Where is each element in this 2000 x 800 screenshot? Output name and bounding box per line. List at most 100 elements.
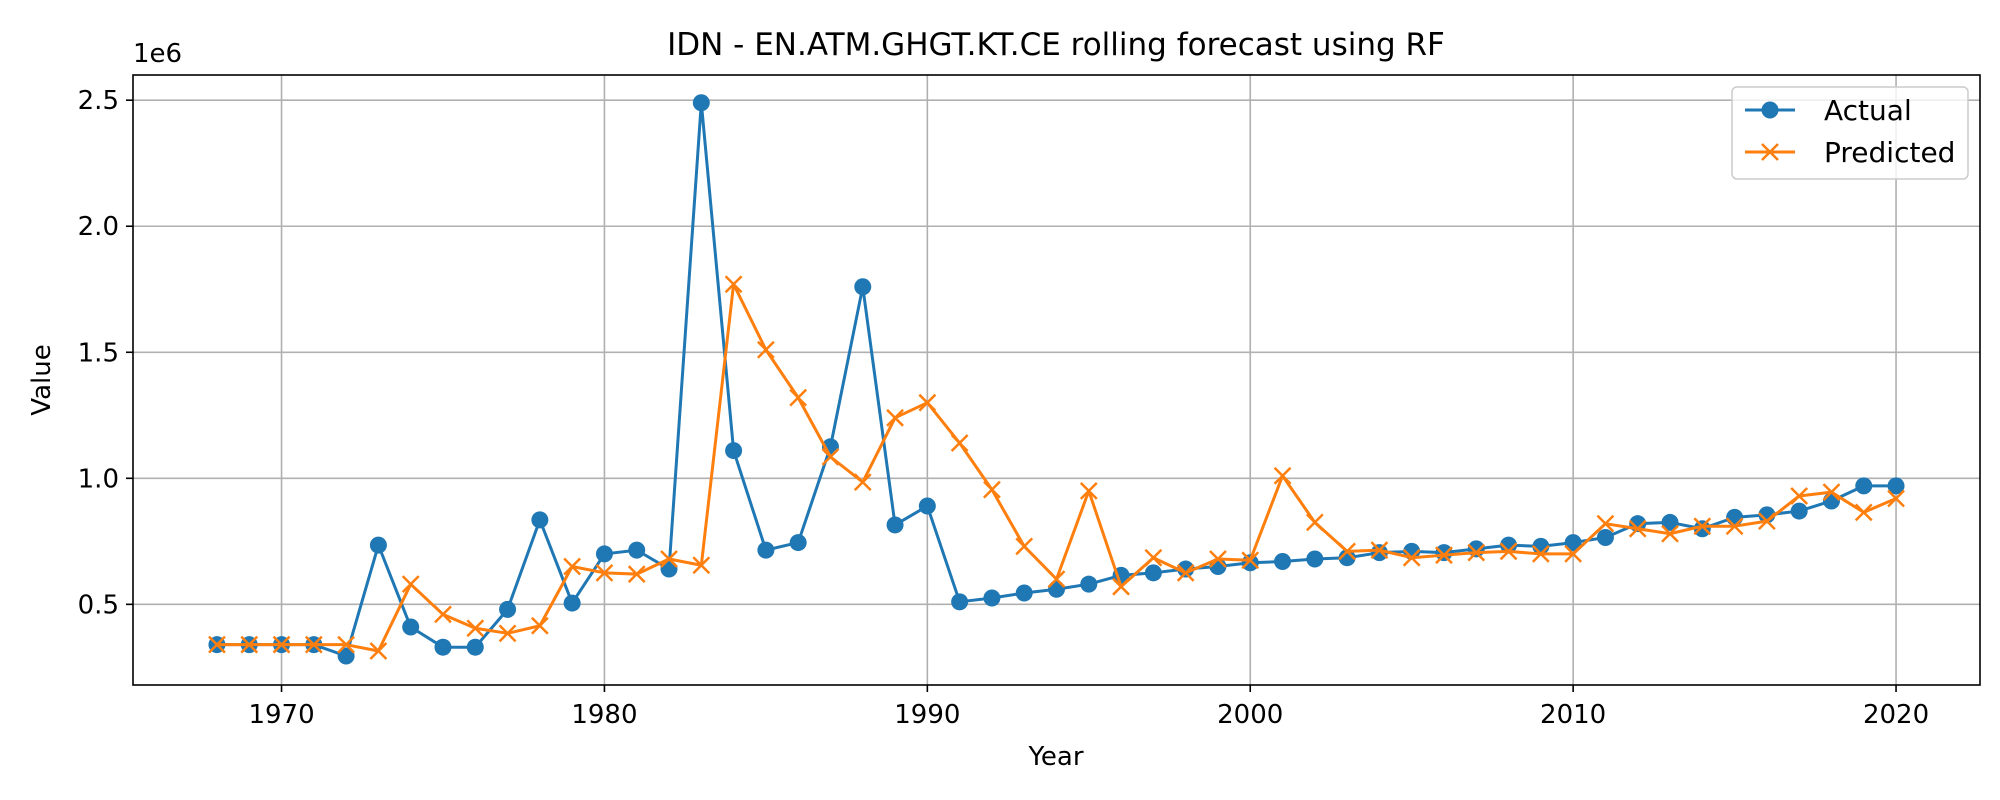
data-point-actual (628, 541, 646, 559)
data-point-actual (886, 516, 904, 534)
data-point-actual (1241, 554, 1259, 572)
data-point-predicted (1628, 519, 1647, 538)
data-point-predicted (950, 434, 969, 452)
y-axis-ticks: 0.5 1.0 1.5 2.0 2.5 (78, 86, 133, 620)
data-point-actual (789, 534, 807, 552)
data-point-actual (1435, 544, 1453, 562)
data-point-predicted (1822, 483, 1841, 502)
x-tick-label: 1970 (248, 700, 314, 730)
x-axis-ticks: 1970 1980 1990 2000 2010 2020 (248, 685, 1929, 730)
data-point-actual (854, 278, 872, 296)
data-point-actual (1726, 508, 1744, 526)
data-point-predicted (1241, 551, 1260, 570)
data-point-actual (1048, 580, 1065, 598)
data-point-predicted (1661, 524, 1679, 543)
data-point-predicted (595, 563, 614, 582)
data-point-actual (725, 442, 743, 460)
data-point-predicted (1112, 577, 1130, 596)
x-axis-title: Year (1027, 742, 1083, 772)
data-point-predicted (918, 393, 937, 412)
data-point-predicted (434, 605, 452, 624)
data-point-actual (692, 94, 710, 112)
data-point-actual (1596, 529, 1614, 547)
data-point-actual (402, 618, 420, 636)
y-tick-label: 0.5 (78, 590, 119, 620)
data-point-actual (1177, 560, 1195, 578)
data-point-predicted (853, 473, 872, 491)
data-point-actual (1015, 584, 1033, 602)
y-offset-label: 1e6 (133, 39, 182, 69)
data-point-predicted (821, 447, 840, 466)
data-point-actual (951, 593, 969, 611)
data-point-predicted (692, 556, 711, 575)
data-point-predicted (1887, 489, 1905, 508)
data-point-predicted (337, 635, 355, 654)
data-point-predicted (369, 642, 388, 660)
data-point-predicted (1015, 537, 1034, 556)
data-point-predicted (1370, 541, 1389, 560)
data-point-predicted (1596, 514, 1615, 533)
data-point-predicted (886, 408, 904, 427)
data-point-actual (1338, 549, 1356, 567)
data-point-predicted (1725, 517, 1744, 536)
data-point-predicted (563, 557, 582, 576)
data-point-predicted (1305, 513, 1324, 532)
data-point-predicted (1757, 512, 1776, 531)
legend: Actual Predicted (1731, 86, 1969, 180)
data-point-predicted (1144, 548, 1163, 567)
x-tick-label: 1990 (894, 700, 960, 730)
data-point-predicted (304, 635, 323, 654)
data-point-actual (757, 541, 775, 559)
y-tick-label: 1.0 (78, 464, 119, 494)
data-point-actual (1306, 550, 1324, 568)
data-point-predicted (1564, 545, 1583, 563)
data-point-actual (563, 594, 581, 612)
data-point-actual (434, 638, 452, 656)
legend-actual-marker (1761, 101, 1779, 119)
series-predicted (208, 275, 1905, 660)
data-point-predicted (1209, 550, 1227, 568)
data-point-predicted (1693, 517, 1712, 536)
data-point-actual (1564, 534, 1582, 552)
data-point-predicted (1854, 503, 1873, 522)
legend-actual-label: Actual (1824, 94, 1912, 127)
data-point-actual (1790, 502, 1808, 520)
legend-predicted-label: Predicted (1824, 136, 1955, 169)
data-point-predicted (1499, 542, 1518, 561)
series-layer (208, 94, 1905, 665)
x-tick-label: 2010 (1540, 700, 1606, 730)
data-point-actual (1500, 536, 1518, 554)
chart-title: IDN - EN.ATM.GHGT.KT.CE rolling forecast… (667, 27, 1445, 63)
data-point-predicted (1402, 548, 1421, 567)
data-point-actual (1370, 544, 1388, 562)
x-tick-label: 2020 (1863, 700, 1929, 730)
data-point-predicted (1338, 542, 1356, 561)
data-point-predicted (1273, 466, 1292, 485)
y-tick-label: 2.5 (78, 86, 119, 116)
data-point-predicted (272, 635, 291, 654)
data-point-predicted (983, 480, 1001, 499)
data-point-predicted (208, 635, 226, 654)
data-point-predicted (1047, 570, 1066, 589)
data-point-predicted (789, 388, 808, 407)
data-point-actual (1080, 575, 1098, 593)
data-point-predicted (466, 619, 485, 638)
data-point-predicted (1079, 482, 1098, 500)
data-point-actual (918, 497, 936, 515)
data-point-predicted (1790, 487, 1809, 505)
data-point-predicted (1176, 563, 1195, 582)
data-point-predicted (724, 275, 743, 294)
data-point-actual (595, 545, 613, 563)
data-point-actual (1887, 477, 1905, 495)
y-tick-label: 1.5 (78, 338, 119, 368)
data-point-predicted (240, 635, 259, 654)
x-tick-label: 1980 (571, 700, 637, 730)
data-point-predicted (530, 616, 549, 635)
data-point-predicted (1531, 545, 1550, 563)
data-point-actual (1855, 477, 1873, 495)
data-point-predicted (1467, 543, 1486, 562)
y-axis-title: Value (27, 344, 57, 415)
data-point-predicted (627, 565, 646, 583)
